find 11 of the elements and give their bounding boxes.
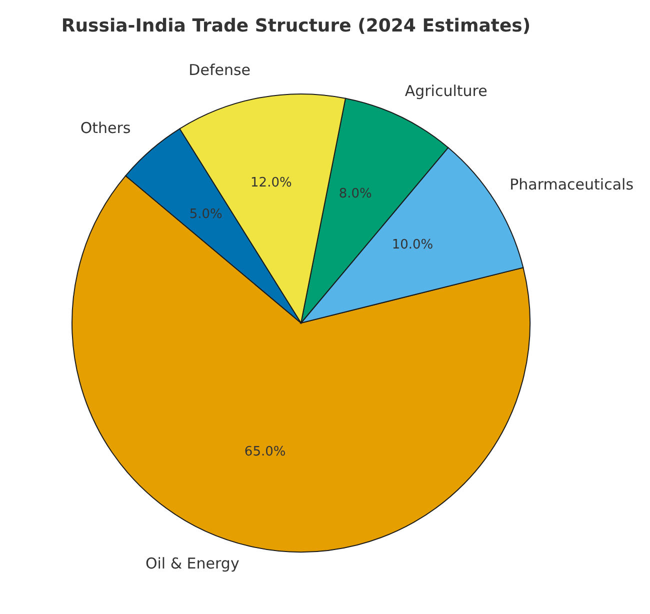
slice-label: Pharmaceuticals <box>510 176 634 194</box>
slice-label: Agriculture <box>404 82 488 100</box>
slice-label: Others <box>80 118 131 137</box>
data-label: 8.0% <box>338 186 372 202</box>
data-label: 12.0% <box>250 175 292 190</box>
data-label: 65.0% <box>244 444 286 460</box>
chart-title: Russia-India Trade Structure (2024 Estimates) <box>61 16 531 36</box>
data-label: 5.0% <box>189 206 222 222</box>
slice-label: Defense <box>188 61 251 80</box>
slice-label: Oil & Energy <box>145 554 240 572</box>
data-label: 10.0% <box>392 238 434 253</box>
